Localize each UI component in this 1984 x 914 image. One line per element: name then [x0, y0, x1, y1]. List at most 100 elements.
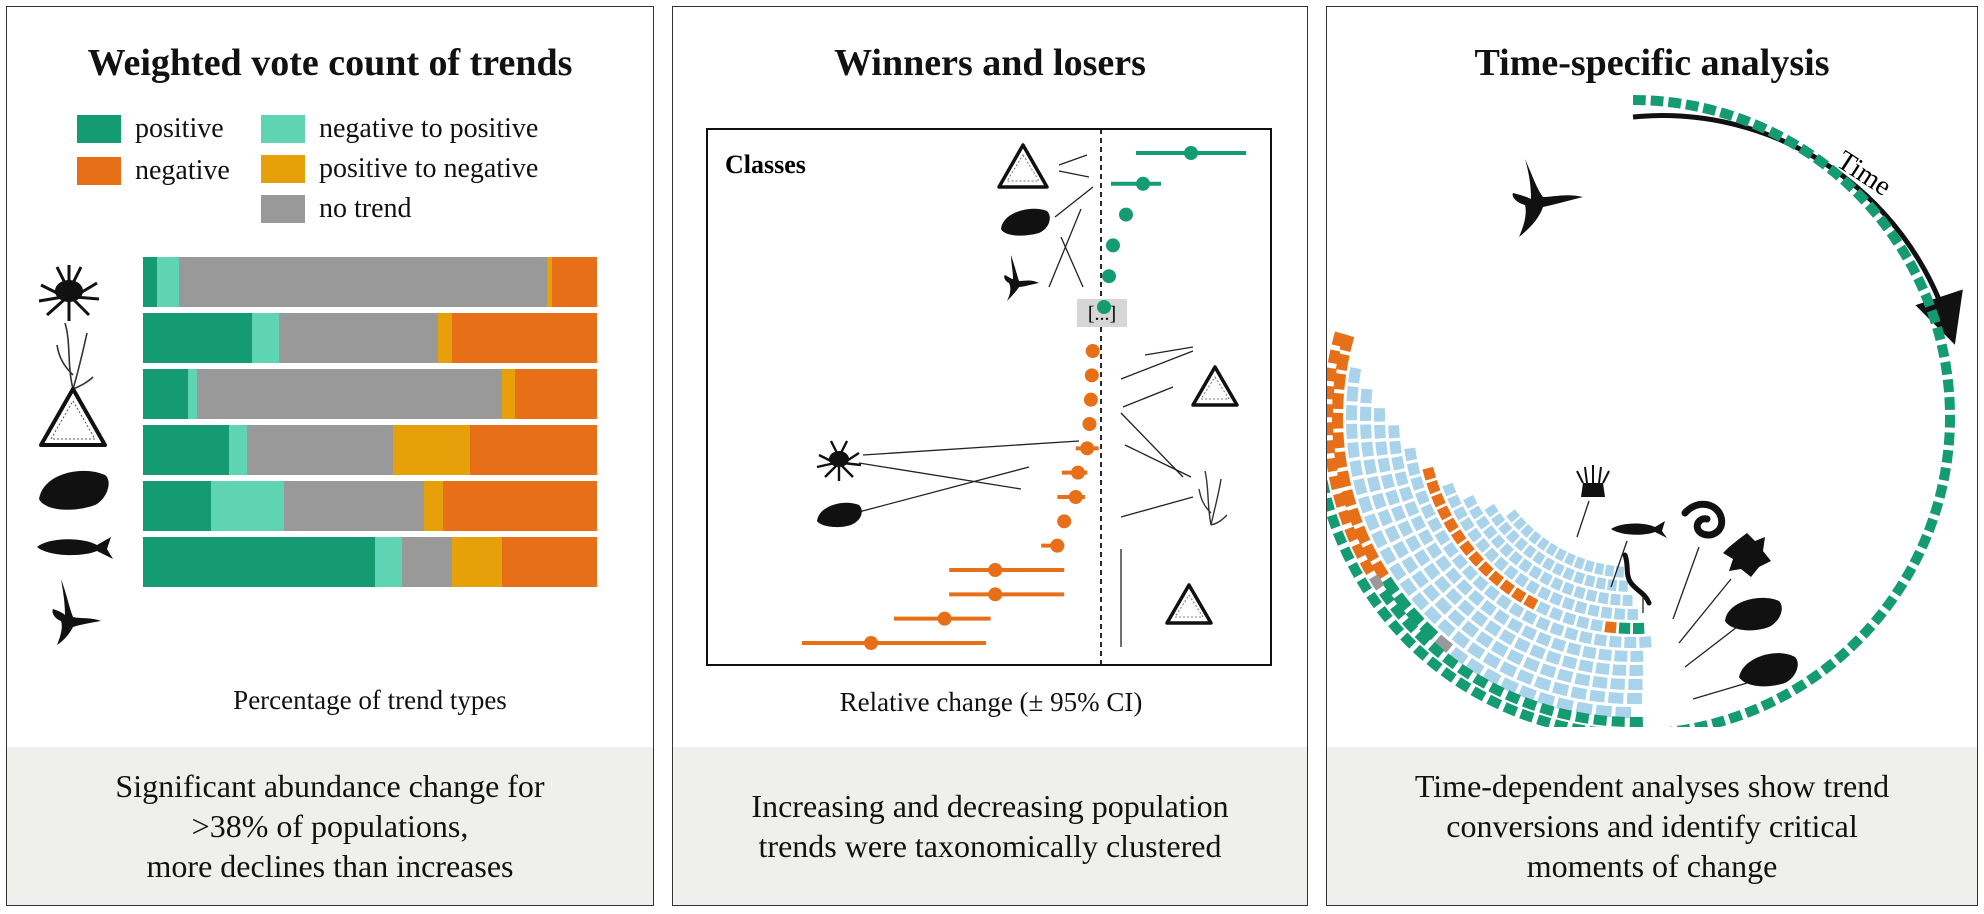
- bar-segment-negative: [469, 425, 597, 475]
- ring-cell: [1604, 564, 1615, 577]
- ring-cell: [1374, 424, 1386, 439]
- ring-cell: [1453, 505, 1468, 521]
- ring-cell: [1533, 676, 1552, 692]
- ring-cell: [1917, 533, 1932, 550]
- legend-label: negative: [135, 155, 230, 186]
- ring-cell: [1327, 513, 1341, 530]
- ring-cell: [1549, 622, 1565, 637]
- ring-cell: [1490, 534, 1506, 549]
- ring-cell: [1535, 601, 1551, 616]
- ring-cell: [1483, 585, 1501, 602]
- panel-footer: Increasing and decreasing population tre…: [673, 747, 1307, 905]
- ring-cell: [1514, 537, 1529, 552]
- ring-cell: [1561, 655, 1578, 670]
- legend-swatch: [261, 115, 305, 143]
- ring-cell: [1344, 526, 1359, 543]
- estimate-point: [1057, 514, 1072, 529]
- ring-cell: [1633, 95, 1646, 106]
- bar-segment-negative: [515, 369, 597, 419]
- bar-segment-negative-to-positive: [156, 257, 180, 307]
- ring-cell: [1422, 584, 1441, 602]
- ring-cell: [1506, 617, 1524, 634]
- ring-cell: [1589, 726, 1598, 727]
- ring-cell: [1411, 592, 1430, 611]
- ring-cell: [1572, 723, 1586, 727]
- ring-cell: [1522, 656, 1541, 673]
- bar-segment-no-trend: [197, 369, 502, 419]
- diatom-icon: [997, 143, 1049, 189]
- ring-cell: [1406, 461, 1421, 477]
- ring-cell: [1575, 701, 1593, 716]
- ring-cell: [1629, 664, 1644, 676]
- ring-cell: [1626, 692, 1643, 704]
- bar-segment-no-trend: [247, 425, 393, 475]
- ring-cell: [1332, 392, 1344, 410]
- ring-cell: [1881, 595, 1898, 612]
- legend-swatch: [261, 155, 305, 183]
- estimate-point: [1106, 238, 1120, 253]
- ring-cell: [1427, 642, 1445, 659]
- panel-time-specific: Time-specific analysis Time: [1326, 6, 1978, 906]
- ring-cell: [1359, 558, 1375, 576]
- plant-icon: [1198, 470, 1228, 526]
- ring-cell: [1618, 622, 1631, 634]
- ring-cell: [1353, 478, 1368, 496]
- ring-cell: [1327, 349, 1341, 365]
- ring-cell: [1512, 516, 1527, 531]
- panel-footer: Significant abundance change for >38% of…: [7, 747, 653, 905]
- ring-cell: [1327, 457, 1338, 473]
- ring-cell: [1896, 244, 1912, 261]
- ring-cell: [1595, 662, 1610, 675]
- ring-cell: [1522, 544, 1537, 559]
- ring-cell: [1870, 609, 1887, 626]
- ring-cell: [1744, 703, 1760, 718]
- ring-cell: [1381, 576, 1400, 596]
- ring-cell: [1484, 547, 1500, 563]
- ring-cell: [1629, 716, 1643, 727]
- ring-cell: [1622, 594, 1633, 606]
- ring-cell: [1924, 517, 1938, 533]
- ring-cell: [1447, 609, 1466, 627]
- bar-segment-positive: [143, 481, 212, 531]
- ring-cell: [1876, 215, 1892, 232]
- ring-cell: [1618, 580, 1628, 592]
- x-axis-label: Relative change (± 95% CI): [839, 687, 1143, 717]
- bar-row-crustacean: [143, 257, 597, 307]
- ring-cell: [1519, 708, 1535, 723]
- ring-cell: [1545, 650, 1562, 665]
- bar-segment-negative-to-positive: [229, 425, 248, 475]
- ring-cell: [1820, 658, 1837, 675]
- ring-cell: [1327, 497, 1335, 512]
- coral-icon: [1681, 500, 1726, 539]
- ring-cell: [1583, 559, 1595, 573]
- ring-cell: [1846, 635, 1864, 652]
- bar-segment-positive-to-negative: [424, 481, 443, 531]
- ring-cell: [1376, 606, 1393, 623]
- ring-cell: [1410, 515, 1427, 532]
- ring-cell: [1434, 529, 1451, 546]
- ring-cell: [1434, 575, 1452, 594]
- mollusc-icon: [1739, 653, 1798, 687]
- ring-cell: [1436, 505, 1452, 521]
- connector-lines: [854, 154, 1194, 647]
- panel-footer: Time-dependent analyses show trend conve…: [1327, 747, 1977, 905]
- legend-item-positive-to-negative: positive to negative: [261, 153, 538, 185]
- bar-row-plant: [143, 313, 597, 363]
- ring-cell: [1361, 441, 1374, 458]
- ring-cell: [1608, 635, 1622, 648]
- ring-cell: [1702, 103, 1717, 116]
- legend-label: positive to negative: [319, 153, 539, 184]
- estimate-point: [1184, 146, 1198, 160]
- ring-cell: [1891, 580, 1908, 597]
- ring-cell: [1445, 588, 1463, 606]
- ring-cell: [1362, 543, 1379, 563]
- ring-cell: [1506, 509, 1520, 523]
- legend-label: no trend: [319, 193, 412, 224]
- ring-cell: [1592, 676, 1608, 689]
- ring-cell: [1332, 412, 1344, 429]
- ring-cell: [1327, 385, 1335, 400]
- ring-cell: [1944, 414, 1955, 428]
- ring-cell: [1398, 486, 1414, 502]
- ring-cell: [1427, 516, 1443, 533]
- ring-cell: [1390, 505, 1407, 522]
